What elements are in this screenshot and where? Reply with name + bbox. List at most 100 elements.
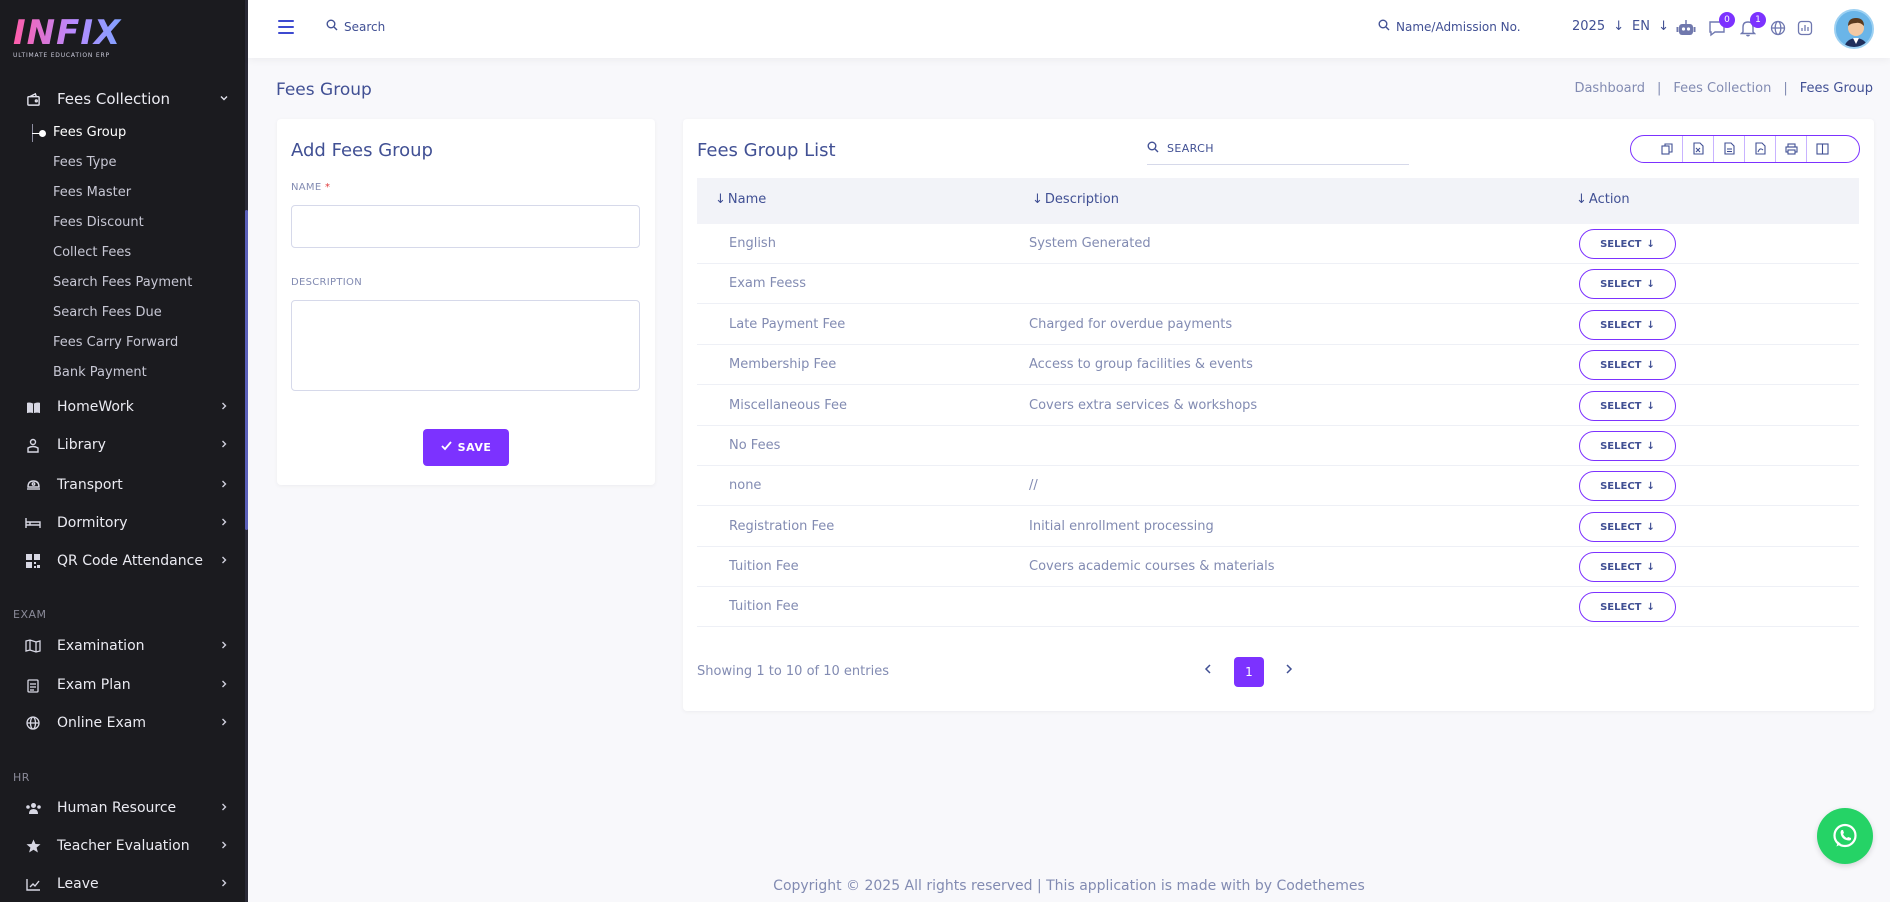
- save-button[interactable]: SAVE: [423, 429, 509, 466]
- select-button[interactable]: SELECT ↓: [1579, 592, 1676, 622]
- print-icon: [1784, 140, 1798, 159]
- export-button-group: [1630, 135, 1860, 163]
- chevron-right-icon: [218, 801, 230, 816]
- global-search[interactable]: Search: [326, 19, 385, 34]
- chat-icon[interactable]: 0: [1706, 12, 1735, 39]
- breadcrumb-fees-collection[interactable]: Fees Collection: [1673, 81, 1772, 96]
- pagination-prev-icon[interactable]: [1203, 663, 1213, 679]
- chevron-right-icon: [218, 877, 230, 892]
- menu-toggle-icon[interactable]: [278, 20, 294, 34]
- cell-name: Tuition Fee: [729, 599, 799, 614]
- name-input[interactable]: [291, 205, 640, 248]
- select-button[interactable]: SELECT ↓: [1579, 350, 1676, 380]
- columns-icon: [1816, 140, 1829, 159]
- student-search[interactable]: Name/Admission No.: [1378, 19, 1521, 34]
- select-button[interactable]: SELECT ↓: [1579, 552, 1676, 582]
- sidebar-item-homework[interactable]: HomeWork: [24, 392, 230, 422]
- excel-button[interactable]: [1683, 136, 1714, 162]
- cell-description: Initial enrollment processing: [1029, 519, 1214, 534]
- leave-icon: [24, 875, 42, 893]
- copy-button[interactable]: [1652, 136, 1683, 162]
- description-textarea[interactable]: [291, 300, 640, 391]
- sort-arrow-icon: ↓: [1576, 192, 1587, 207]
- sidebar-subitem-collect-fees[interactable]: Collect Fees: [53, 245, 132, 260]
- excel-icon: [1692, 140, 1704, 159]
- sidebar: INFIX ULTIMATE EDUCATION ERP Fees Collec…: [0, 0, 248, 902]
- select-button[interactable]: SELECT ↓: [1579, 229, 1676, 259]
- breadcrumb-separator: |: [1783, 81, 1788, 96]
- arrow-down-icon: ↓: [1646, 359, 1655, 371]
- pdf-button[interactable]: [1745, 136, 1776, 162]
- sidebar-subitem-bank-payment[interactable]: Bank Payment: [53, 365, 147, 380]
- csv-button[interactable]: [1714, 136, 1745, 162]
- arrow-down-icon: ↓: [1613, 19, 1625, 34]
- sidebar-item-teacher-evaluation[interactable]: Teacher Evaluation: [24, 831, 230, 861]
- brand-logo[interactable]: INFIX ULTIMATE EDUCATION ERP: [13, 14, 123, 64]
- column-header-name[interactable]: ↓ Name: [715, 192, 766, 207]
- clipboard-icon: [24, 676, 42, 694]
- pagination-page-1[interactable]: 1: [1234, 657, 1264, 687]
- select-button[interactable]: SELECT ↓: [1579, 512, 1676, 542]
- sidebar-item-label: Fees Collection: [57, 90, 171, 108]
- breadcrumb-dashboard[interactable]: Dashboard: [1574, 81, 1645, 96]
- description-label: DESCRIPTION: [291, 277, 362, 288]
- academic-year-value: 2025: [1572, 19, 1606, 34]
- whatsapp-icon[interactable]: [1817, 808, 1873, 864]
- cell-description: Covers extra services & workshops: [1029, 398, 1258, 413]
- sidebar-subitem-fees-carry-forward[interactable]: Fees Carry Forward: [53, 335, 179, 350]
- sidebar-subitem-search-fees-payment[interactable]: Search Fees Payment: [53, 275, 193, 290]
- select-button[interactable]: SELECT ↓: [1579, 431, 1676, 461]
- table-row: Late Payment Fee Charged for overdue pay…: [697, 305, 1859, 345]
- bed-icon: [24, 514, 42, 532]
- sidebar-subitem-fees-group[interactable]: Fees Group: [53, 125, 127, 140]
- column-header-action[interactable]: ↓ Action: [1576, 192, 1630, 207]
- sidebar-item-library[interactable]: Library: [24, 430, 230, 460]
- list-search-input[interactable]: SEARCH: [1147, 133, 1409, 165]
- select-button[interactable]: SELECT ↓: [1579, 471, 1676, 501]
- sidebar-subitem-search-fees-due[interactable]: Search Fees Due: [53, 305, 162, 320]
- transport-icon: [24, 476, 42, 494]
- sidebar-item-fees-collection[interactable]: Fees Collection: [24, 84, 230, 114]
- sidebar-item-leave[interactable]: Leave: [24, 869, 230, 899]
- sidebar-subitem-fees-master[interactable]: Fees Master: [53, 185, 132, 200]
- sidebar-subitem-fees-type[interactable]: Fees Type: [53, 155, 117, 170]
- arrow-down-icon: ↓: [1646, 238, 1655, 250]
- language-select[interactable]: EN ↓: [1632, 19, 1669, 34]
- avatar[interactable]: [1834, 9, 1874, 49]
- columns-button[interactable]: [1807, 136, 1838, 162]
- chevron-right-icon: [218, 716, 230, 731]
- globe-icon[interactable]: [1767, 17, 1789, 39]
- sidebar-scrollbar-thumb[interactable]: [245, 210, 248, 530]
- sidebar-item-qr-code-attendance[interactable]: QR Code Attendance: [24, 546, 230, 576]
- pagination-next-icon[interactable]: [1284, 663, 1294, 679]
- sidebar-item-dormitory[interactable]: Dormitory: [24, 508, 230, 538]
- report-icon[interactable]: [1794, 17, 1816, 39]
- sidebar-item-transport[interactable]: Transport: [24, 470, 230, 500]
- chevron-down-icon: [218, 92, 230, 107]
- sidebar-item-exam-plan[interactable]: Exam Plan: [24, 670, 230, 700]
- robot-icon[interactable]: [1675, 17, 1697, 39]
- sidebar-item-human-resource[interactable]: Human Resource: [24, 793, 230, 823]
- sidebar-item-online-exam[interactable]: Online Exam: [24, 708, 230, 738]
- select-button[interactable]: SELECT ↓: [1579, 310, 1676, 340]
- global-search-label: Search: [344, 19, 386, 34]
- select-button[interactable]: SELECT ↓: [1579, 391, 1676, 421]
- select-button[interactable]: SELECT ↓: [1579, 269, 1676, 299]
- print-button[interactable]: [1776, 136, 1807, 162]
- map-icon: [24, 637, 42, 655]
- academic-year-select[interactable]: 2025 ↓: [1572, 19, 1624, 34]
- sidebar-item-label: Dormitory: [57, 515, 128, 531]
- cell-description: Charged for overdue payments: [1029, 317, 1233, 332]
- arrow-down-icon: ↓: [1646, 561, 1655, 573]
- chevron-right-icon: [218, 400, 230, 415]
- arrow-down-icon: ↓: [1646, 440, 1655, 452]
- sidebar-item-examination[interactable]: Examination: [24, 631, 230, 661]
- library-icon: [24, 436, 42, 454]
- select-button-label: SELECT: [1600, 278, 1642, 290]
- column-header-description[interactable]: ↓ Description: [1032, 192, 1119, 207]
- active-indicator-icon: [32, 128, 46, 140]
- bell-icon[interactable]: 1: [1737, 12, 1766, 39]
- column-header-label: Action: [1588, 192, 1630, 207]
- sidebar-subitem-fees-discount[interactable]: Fees Discount: [53, 215, 144, 230]
- arrow-down-icon: ↓: [1646, 521, 1655, 533]
